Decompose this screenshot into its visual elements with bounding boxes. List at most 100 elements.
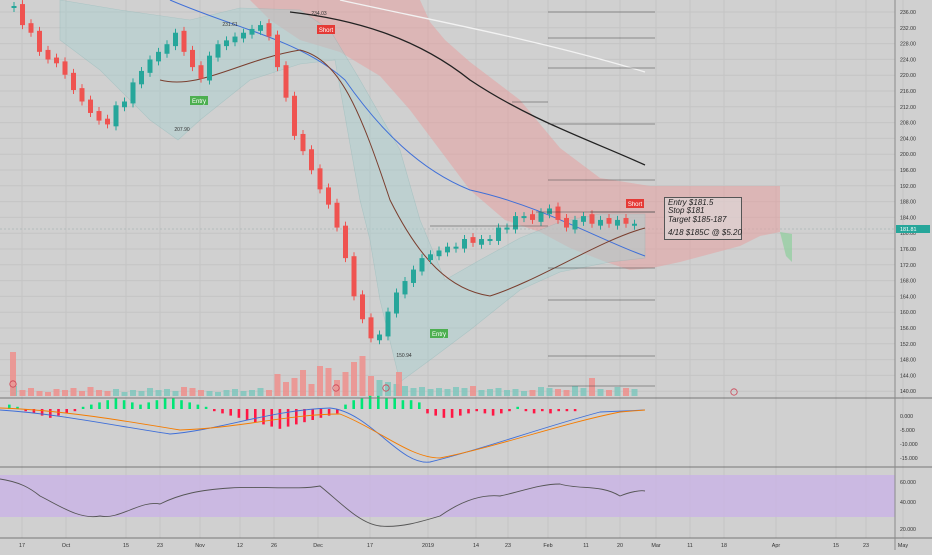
candle-body xyxy=(530,214,535,220)
time-tick-label: 11 xyxy=(687,543,693,549)
volume-bar xyxy=(546,388,553,396)
macd-histogram-bar xyxy=(90,404,93,409)
candle-body xyxy=(241,32,246,39)
volume-bar xyxy=(385,382,391,396)
volume-bar xyxy=(606,390,612,396)
macd-histogram-bar xyxy=(155,400,159,409)
time-tick-label: 14 xyxy=(473,543,479,549)
volume-bar xyxy=(257,388,264,396)
volume-bar xyxy=(563,390,570,396)
trade-note-box[interactable]: Entry $181.5 Stop $181 Target $185-187 4… xyxy=(664,197,742,240)
time-tick-label: Apr xyxy=(772,543,781,549)
event-flag-icon xyxy=(730,388,738,396)
volume-bar xyxy=(555,389,561,396)
candle-body xyxy=(11,6,17,8)
volume-bar xyxy=(342,372,349,396)
candle-body xyxy=(309,149,314,171)
candle-body xyxy=(479,239,484,245)
macd-histogram-bar xyxy=(32,409,36,414)
candle-body xyxy=(20,4,25,26)
event-flags xyxy=(9,380,738,396)
volume-bar xyxy=(427,389,434,396)
price-tick-label: 164.00 xyxy=(900,294,916,300)
time-tick-label: 23 xyxy=(505,543,511,549)
volume-bar xyxy=(96,390,102,396)
volume-bar xyxy=(266,390,272,396)
volume-bars xyxy=(10,352,638,396)
volume-bar xyxy=(359,356,366,396)
rsi-pane xyxy=(0,475,895,527)
candle-body xyxy=(606,218,612,224)
rsi-tick-label: 20.000 xyxy=(900,527,916,533)
price-tick-label: 196.00 xyxy=(900,168,916,174)
macd-histogram-bar xyxy=(434,409,437,416)
volume-bar xyxy=(308,384,315,396)
rsi-line xyxy=(0,478,646,527)
candle-body xyxy=(62,61,68,75)
candle-body xyxy=(326,187,331,205)
volume-bar xyxy=(453,387,459,396)
last-price-badge xyxy=(896,225,930,233)
candle-body xyxy=(368,317,374,339)
candle-body xyxy=(122,101,127,108)
last-price-label: 181.81 xyxy=(900,227,917,233)
volume-bar xyxy=(461,388,468,396)
entry-marker-bottom-bg xyxy=(430,329,448,338)
macd-histogram-bar xyxy=(491,409,495,416)
price-tick-label: 208.00 xyxy=(900,121,916,127)
price-tick-label: 156.00 xyxy=(900,326,916,332)
event-flag-icon xyxy=(9,380,17,388)
rsi-band xyxy=(0,475,895,517)
candle-body xyxy=(428,254,433,261)
volume-bar xyxy=(538,387,544,396)
candle-body xyxy=(589,214,595,224)
macd-histogram-bar xyxy=(114,398,118,409)
entry-marker-top-label: Entry xyxy=(192,99,206,105)
candle-body xyxy=(88,99,93,113)
macd-histogram-bar xyxy=(565,409,569,412)
candle-body xyxy=(147,59,153,73)
volume-bar xyxy=(36,391,43,396)
macd-histogram-bar xyxy=(532,409,536,414)
candle-body xyxy=(402,281,408,295)
volume-bar xyxy=(45,392,51,396)
macd-histogram-bar xyxy=(270,409,273,427)
candle-body xyxy=(581,216,586,222)
macd-histogram-bar xyxy=(139,404,142,409)
candle-body xyxy=(71,72,76,91)
candlesticks xyxy=(11,0,637,345)
time-tick-label: 23 xyxy=(863,543,869,549)
bollinger-fill xyxy=(59,0,646,383)
candle-body xyxy=(504,227,510,230)
candle-body xyxy=(615,219,620,226)
short-marker-top-label: Short xyxy=(319,28,334,34)
volume-bar xyxy=(70,388,77,396)
price-tick-label: 232.00 xyxy=(900,26,916,32)
price-tick-label: 212.00 xyxy=(900,105,916,111)
candle-body xyxy=(453,246,459,249)
price-tick-label: 152.00 xyxy=(900,342,916,348)
macd-histogram-bar xyxy=(40,409,44,416)
candle-body xyxy=(334,202,340,228)
rsi-tick-label: 60.000 xyxy=(900,480,916,486)
time-tick-label: 20 xyxy=(617,543,623,549)
volume-bar xyxy=(104,391,111,396)
macd-histogram-bar xyxy=(303,409,306,423)
time-tick-label: 15 xyxy=(833,543,839,549)
volume-bar xyxy=(521,391,527,396)
volume-bar xyxy=(189,388,196,396)
time-tick-label: 15 xyxy=(123,543,129,549)
volume-bar xyxy=(121,392,128,396)
bollinger-bands xyxy=(59,0,646,383)
time-tick-label: Dec xyxy=(313,543,323,549)
time-tick-label: Mar xyxy=(651,543,660,549)
entry-marker-top: Entry xyxy=(190,96,208,105)
candle-body xyxy=(105,118,110,125)
candle-body xyxy=(215,44,221,58)
short-marker-right-label: Short xyxy=(628,202,643,208)
candle-body xyxy=(96,111,102,121)
volume-bar xyxy=(487,389,493,396)
